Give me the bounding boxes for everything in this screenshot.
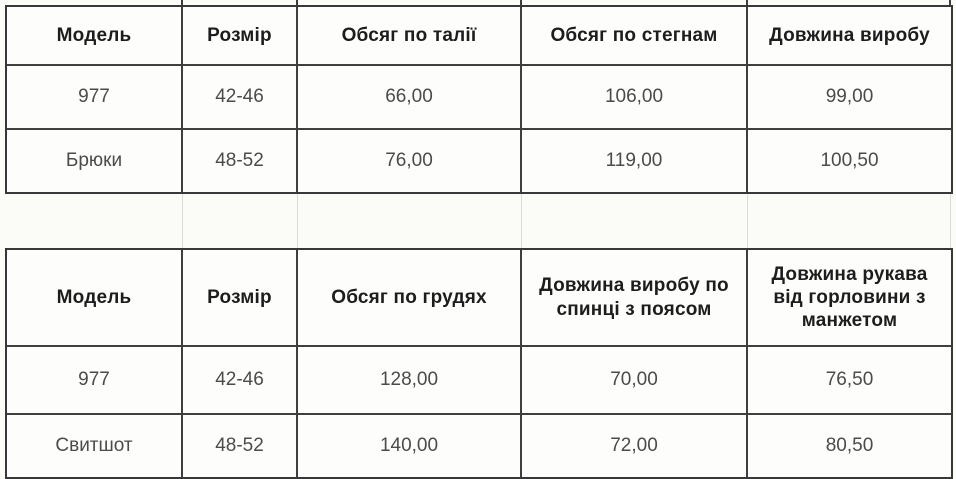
cell-back-length: 70,00 — [522, 347, 748, 413]
cell-hip-girth: 119,00 — [522, 130, 748, 192]
table-header-row: Модель Розмір Обсяг по грудях Довжина ви… — [7, 250, 951, 345]
table-top-crop-sliver — [5, 0, 953, 5]
header-product-length: Довжина виробу — [769, 24, 930, 46]
cell-sleeve-length: 76,50 — [825, 369, 874, 391]
table-row: 977 42-46 66,00 106,00 99,00 — [7, 64, 951, 128]
table-row: Свитшот 48-52 140,00 72,00 80,50 — [7, 413, 951, 477]
header-sleeve-length: Довжина рукава від горловини з манжетом — [771, 263, 928, 332]
cell-model: Брюки — [7, 130, 183, 192]
cell-chest-girth: 128,00 — [298, 347, 522, 413]
cell-product-length: 99,00 — [825, 86, 874, 108]
cell-sleeve-length: 80,50 — [825, 435, 874, 457]
header-waist-girth: Обсяг по талії — [298, 7, 522, 64]
size-table-pants: Модель Розмір Обсяг по талії Обсяг по ст… — [5, 5, 953, 194]
header-size: Розмір — [183, 7, 298, 64]
spacer-cell — [748, 194, 951, 248]
table-row: 977 42-46 128,00 70,00 76,50 — [7, 345, 951, 413]
spacer-cell — [522, 194, 748, 248]
sliver-cell — [7, 0, 183, 5]
size-table-sweatshirt: Модель Розмір Обсяг по грудях Довжина ви… — [5, 248, 953, 479]
header-model: Модель — [7, 7, 183, 64]
header-size: Розмір — [183, 250, 298, 345]
header-hip-girth: Обсяг по стегнам — [522, 7, 748, 64]
size-chart-document: Модель Розмір Обсяг по талії Обсяг по ст… — [5, 0, 953, 479]
cell-model: 977 — [7, 66, 183, 128]
spacer-cell — [183, 194, 298, 248]
cell-waist-girth: 66,00 — [298, 66, 522, 128]
spacer-cell — [7, 194, 183, 248]
cell-model: Свитшот — [7, 415, 183, 477]
table-header-row: Модель Розмір Обсяг по талії Обсяг по ст… — [7, 7, 951, 64]
header-model: Модель — [7, 250, 183, 345]
header-chest-girth: Обсяг по грудях — [298, 250, 522, 345]
sliver-cell — [298, 0, 522, 5]
sliver-cell — [522, 0, 748, 5]
sliver-cell — [183, 0, 298, 5]
cell-chest-girth: 140,00 — [298, 415, 522, 477]
cell-size: 48-52 — [183, 415, 298, 477]
header-back-length: Довжина виробу по спинці з поясом — [522, 250, 748, 345]
cell-product-length: 100,50 — [820, 150, 879, 172]
cell-back-length: 72,00 — [522, 415, 748, 477]
cell-model: 977 — [7, 347, 183, 413]
table-gap-spacer — [5, 194, 953, 248]
sliver-cell — [748, 0, 951, 5]
spacer-cell — [298, 194, 522, 248]
cell-size: 42-46 — [183, 347, 298, 413]
cell-size: 42-46 — [183, 66, 298, 128]
cell-waist-girth: 76,00 — [298, 130, 522, 192]
cell-size: 48-52 — [183, 130, 298, 192]
table-row: Брюки 48-52 76,00 119,00 100,50 — [7, 128, 951, 192]
cell-hip-girth: 106,00 — [522, 66, 748, 128]
